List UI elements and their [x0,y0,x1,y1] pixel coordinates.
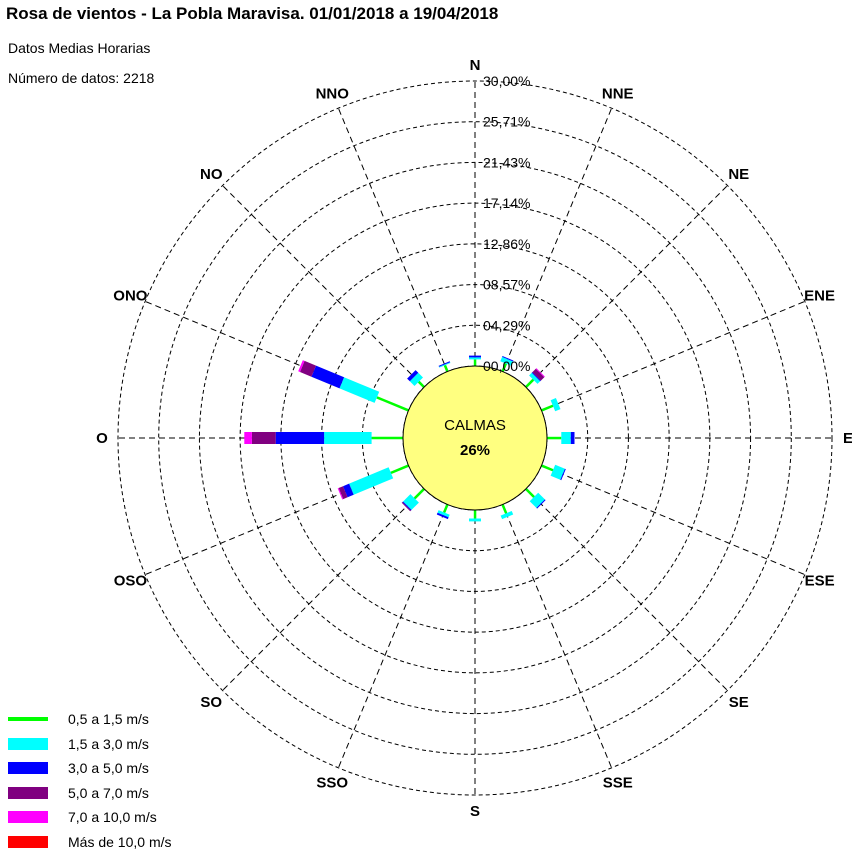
legend-swatch [8,762,48,774]
ring-label: 25,71% [483,114,530,130]
direction-label-ono: ONO [113,287,148,304]
calm-value: 26% [460,442,490,459]
bar-oso-class-2 [349,467,393,494]
legend-label: 0,5 a 1,5 m/s [68,711,149,727]
calm-circle [403,366,547,510]
legend-swatch [8,836,48,848]
legend-item: 0,5 a 1,5 m/s [8,707,172,732]
direction-label-oso: OSO [114,573,148,590]
legend-label: Más de 10,0 m/s [68,834,172,850]
legend-swatch [8,717,48,721]
bar-o-class-4 [252,432,276,444]
bar-ese-class-2 [551,465,565,480]
bar-e-class-1 [547,437,561,440]
legend-label: 1,5 a 3,0 m/s [68,736,149,752]
bar-sso-class-1 [443,504,449,513]
ring-label: 17,14% [483,195,530,211]
bar-so-class-1 [414,488,425,499]
legend-item: 1,5 a 3,0 m/s [8,732,172,757]
legend-swatch [8,787,48,799]
bar-n-class-1 [474,359,477,366]
bar-o-class-1 [372,437,403,440]
calm-label: CALMAS [444,417,506,434]
legend-item: 3,0 a 5,0 m/s [8,756,172,781]
ring-label: 12,86% [483,236,530,252]
bar-oso-class-1 [390,464,409,474]
legend-item: 7,0 a 10,0 m/s [8,805,172,830]
legend-item: 5,0 a 7,0 m/s [8,781,172,806]
legend-swatch [8,738,48,750]
direction-label-ese: ESE [805,573,835,590]
ring-label: 08,57% [483,277,530,293]
direction-label-nno: NNO [316,85,350,102]
bar-o-class-2 [324,432,372,444]
legend-item: Más de 10,0 m/s [8,830,172,854]
ring-labels: 00,00% 04,29% 08,57% 12,86% 17,14% 21,43% 25,7… [483,73,530,374]
bar-o-class-3 [276,432,324,444]
direction-label-ene: ENE [804,287,835,304]
direction-label-so: SO [200,694,222,711]
direction-label-no: NO [200,166,223,183]
direction-label-sso: SSO [316,775,348,792]
bar-e-class-2 [561,432,571,444]
direction-label-s: S [470,803,480,820]
ring-label: 21,43% [483,154,530,170]
direction-label-n: N [470,57,481,74]
legend-label: 3,0 a 5,0 m/s [68,760,149,776]
bar-n-class-3 [469,356,481,358]
legend-label: 5,0 a 7,0 m/s [68,785,149,801]
direction-label-sse: SSE [603,775,633,792]
bar-n-class-2 [469,357,481,359]
legend: 0,5 a 1,5 m/s 1,5 a 3,0 m/s 3,0 a 5,0 m/s 5… [8,707,172,854]
bar-ese-class-1 [541,464,553,471]
ring-label: 00,00% [483,358,530,374]
direction-label-se: SE [729,694,749,711]
bar-ono-class-3 [311,366,344,389]
direction-label-ne: NE [728,166,749,183]
bar-sse-class-1 [501,504,507,514]
bar-se-class-1 [525,488,535,498]
bar-ne-class-1 [525,379,534,388]
direction-label-nne: NNE [602,85,634,102]
calm-disc: CALMAS 26% [403,366,547,510]
direction-label-o: O [96,430,108,447]
ring-label: 30,00% [483,73,530,89]
ring-label: 04,29% [483,317,530,333]
bar-ono-class-1 [376,396,409,411]
bar-s-class-1 [474,510,477,519]
direction-label-e: E [843,430,852,447]
legend-label: 7,0 a 10,0 m/s [68,809,157,825]
bar-ene-class-1 [541,405,553,412]
bar-ono-class-2 [340,377,380,403]
bar-o-class-5 [244,432,252,444]
bar-ene-class-2 [551,398,561,411]
bar-e-class-3 [571,432,575,444]
legend-swatch [8,811,48,823]
bar-s-class-2 [469,519,481,522]
